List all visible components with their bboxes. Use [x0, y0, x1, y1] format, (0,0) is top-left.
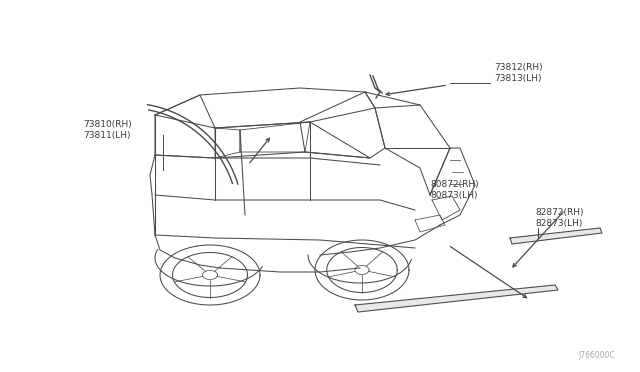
- Text: 82872(RH)
82873(LH): 82872(RH) 82873(LH): [535, 208, 584, 228]
- Polygon shape: [355, 285, 558, 312]
- Polygon shape: [510, 228, 602, 244]
- Text: 73810(RH)
73811(LH): 73810(RH) 73811(LH): [83, 120, 132, 140]
- Text: 80872(RH)
80873(LH): 80872(RH) 80873(LH): [430, 180, 479, 200]
- Text: J766000C: J766000C: [579, 351, 615, 360]
- Text: 73812(RH)
73813(LH): 73812(RH) 73813(LH): [494, 63, 543, 83]
